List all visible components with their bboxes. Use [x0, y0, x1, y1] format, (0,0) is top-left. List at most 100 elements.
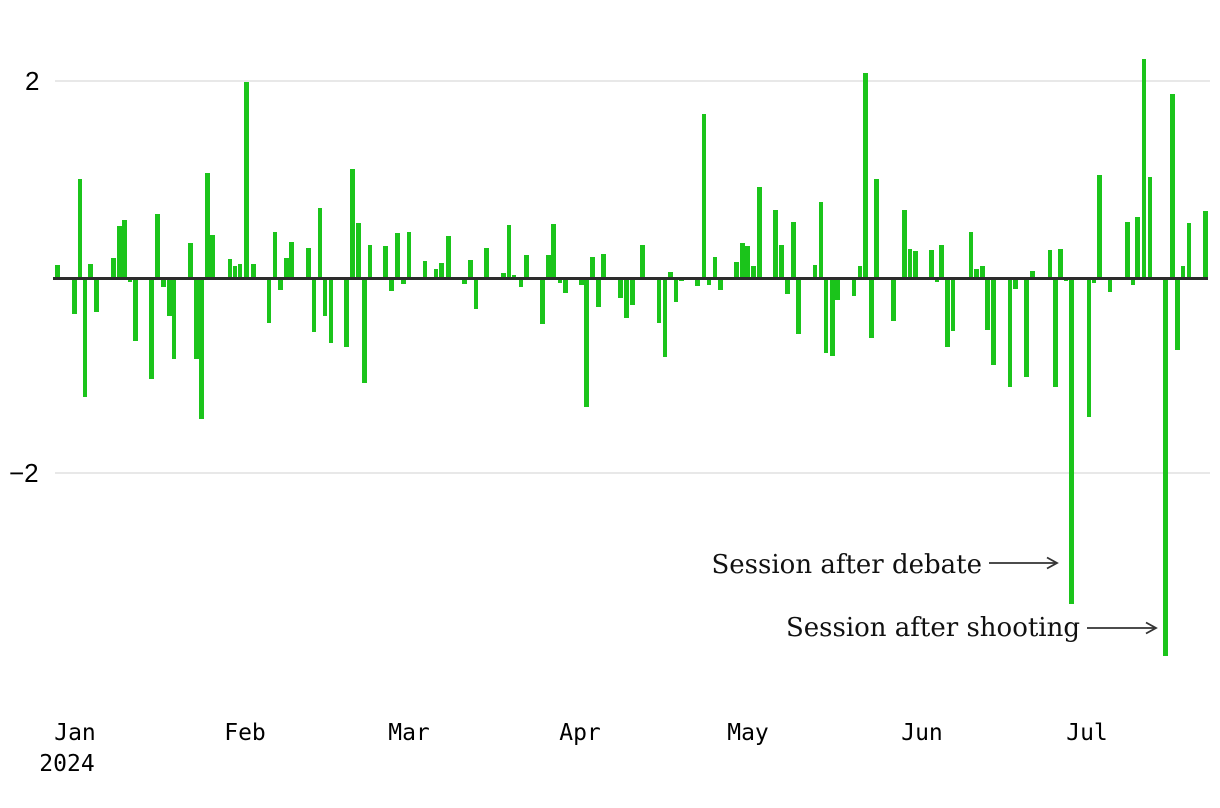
bar	[462, 277, 467, 285]
bar	[328, 277, 334, 344]
bar	[584, 277, 589, 408]
bar	[1047, 250, 1053, 279]
bar	[1125, 221, 1130, 279]
bar	[149, 277, 154, 379]
bar	[579, 277, 584, 286]
bar	[950, 277, 956, 331]
annotation-session-after-shooting: Session after shooting	[785, 613, 1080, 643]
bar	[656, 277, 662, 323]
bar	[1069, 277, 1074, 604]
bar	[757, 187, 762, 279]
gridline-minus-2	[55, 472, 1210, 474]
annotation-arrowhead	[1046, 556, 1059, 570]
bar	[433, 268, 439, 279]
annotation-arrowhead	[1145, 621, 1158, 635]
bar	[1147, 177, 1153, 279]
bar	[1163, 277, 1168, 656]
bar	[718, 277, 723, 291]
bar	[1170, 93, 1175, 279]
bar	[874, 179, 879, 279]
bar	[389, 277, 394, 292]
bar	[468, 259, 473, 279]
bar	[244, 82, 249, 279]
bar	[266, 277, 272, 323]
bar	[785, 277, 790, 295]
bar	[907, 249, 913, 279]
bar	[830, 277, 835, 357]
bar	[446, 236, 451, 279]
bar	[796, 277, 801, 335]
x-axis-label-jul: Jul	[1066, 720, 1108, 746]
bar	[734, 261, 739, 279]
bar	[991, 277, 996, 365]
bar	[306, 248, 311, 279]
bar	[199, 277, 204, 419]
bar	[745, 246, 750, 279]
bar	[194, 277, 199, 359]
bar	[227, 258, 233, 279]
bar	[618, 277, 623, 299]
bar	[506, 225, 512, 279]
bar	[1141, 58, 1147, 279]
bar	[939, 245, 944, 279]
bar	[72, 277, 77, 314]
x-axis-label-may: May	[727, 720, 769, 746]
bar	[980, 265, 985, 279]
bar	[311, 277, 317, 332]
bar	[1130, 277, 1136, 286]
bar	[1013, 277, 1018, 290]
bar	[712, 256, 718, 279]
bar	[540, 277, 545, 324]
y-tick-label-2: 2	[25, 66, 40, 96]
bar	[624, 277, 629, 318]
bar	[210, 235, 215, 279]
bar	[934, 277, 940, 283]
bar	[1058, 249, 1063, 279]
bar	[55, 264, 60, 279]
bar	[1107, 277, 1113, 293]
bar	[1180, 265, 1186, 279]
y-tick-label-minus-2: −2	[9, 458, 39, 488]
bar	[350, 169, 355, 279]
bar	[362, 277, 367, 383]
bar	[630, 277, 635, 305]
bar	[122, 219, 127, 279]
bar	[869, 277, 874, 339]
bar	[395, 233, 400, 279]
x-axis-label-apr: Apr	[559, 720, 601, 746]
bar	[662, 277, 668, 358]
annotation-session-after-debate: Session after debate	[711, 550, 982, 580]
x-axis-year-label: 2024	[39, 751, 95, 777]
bar	[773, 209, 778, 279]
bar	[322, 277, 328, 316]
bar	[590, 256, 595, 279]
bar	[857, 265, 863, 279]
bar	[501, 272, 506, 279]
bar	[1097, 175, 1102, 279]
bar	[851, 277, 857, 297]
bar	[111, 257, 116, 279]
bar	[968, 232, 974, 279]
bar	[1007, 277, 1013, 388]
gridline-plus-2	[55, 80, 1210, 82]
bar	[751, 265, 756, 279]
bar	[706, 277, 712, 286]
bar	[668, 271, 673, 279]
bar	[563, 277, 568, 294]
bar	[929, 250, 934, 279]
bar	[133, 277, 138, 342]
x-axis-label-jan: Jan	[54, 720, 96, 746]
bar	[891, 277, 896, 321]
bar	[155, 213, 160, 279]
x-axis-label-jun: Jun	[901, 720, 943, 746]
bar	[127, 277, 133, 283]
x-axis-label-mar: Mar	[388, 720, 430, 746]
zero-axis-line	[53, 276, 1208, 280]
bar	[945, 277, 950, 348]
bar	[740, 243, 745, 279]
bar	[422, 260, 428, 279]
bar	[88, 263, 93, 279]
bar	[640, 245, 645, 279]
